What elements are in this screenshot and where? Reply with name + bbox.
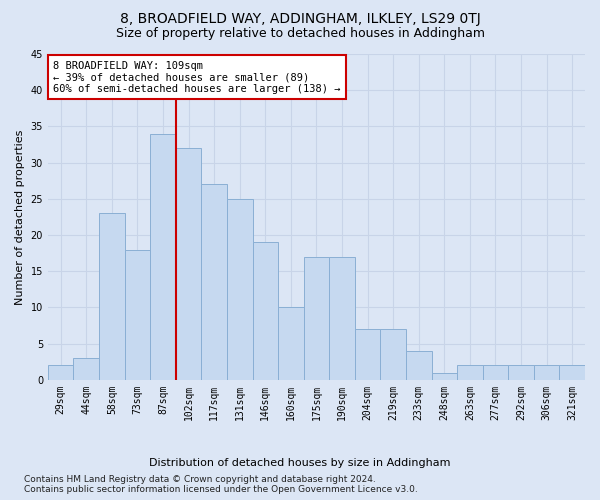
Text: Contains public sector information licensed under the Open Government Licence v3: Contains public sector information licen… [24,485,418,494]
Bar [534,366,559,380]
Bar [559,366,585,380]
Bar [355,329,380,380]
Bar [73,358,99,380]
Bar [380,329,406,380]
Bar [227,199,253,380]
Text: 8, BROADFIELD WAY, ADDINGHAM, ILKLEY, LS29 0TJ: 8, BROADFIELD WAY, ADDINGHAM, ILKLEY, LS… [119,12,481,26]
Bar [99,214,125,380]
Bar [125,250,150,380]
Bar [150,134,176,380]
Text: Size of property relative to detached houses in Addingham: Size of property relative to detached ho… [115,28,485,40]
Bar [457,366,482,380]
Bar [253,242,278,380]
Text: 8 BROADFIELD WAY: 109sqm
← 39% of detached houses are smaller (89)
60% of semi-d: 8 BROADFIELD WAY: 109sqm ← 39% of detach… [53,60,341,94]
Bar [406,351,431,380]
Bar [48,366,73,380]
Bar [304,257,329,380]
Y-axis label: Number of detached properties: Number of detached properties [15,130,25,304]
Bar [278,308,304,380]
Text: Distribution of detached houses by size in Addingham: Distribution of detached houses by size … [149,458,451,468]
Bar [508,366,534,380]
Text: Contains HM Land Registry data © Crown copyright and database right 2024.: Contains HM Land Registry data © Crown c… [24,475,376,484]
Bar [202,184,227,380]
Bar [329,257,355,380]
Bar [482,366,508,380]
Bar [431,372,457,380]
Bar [176,148,202,380]
